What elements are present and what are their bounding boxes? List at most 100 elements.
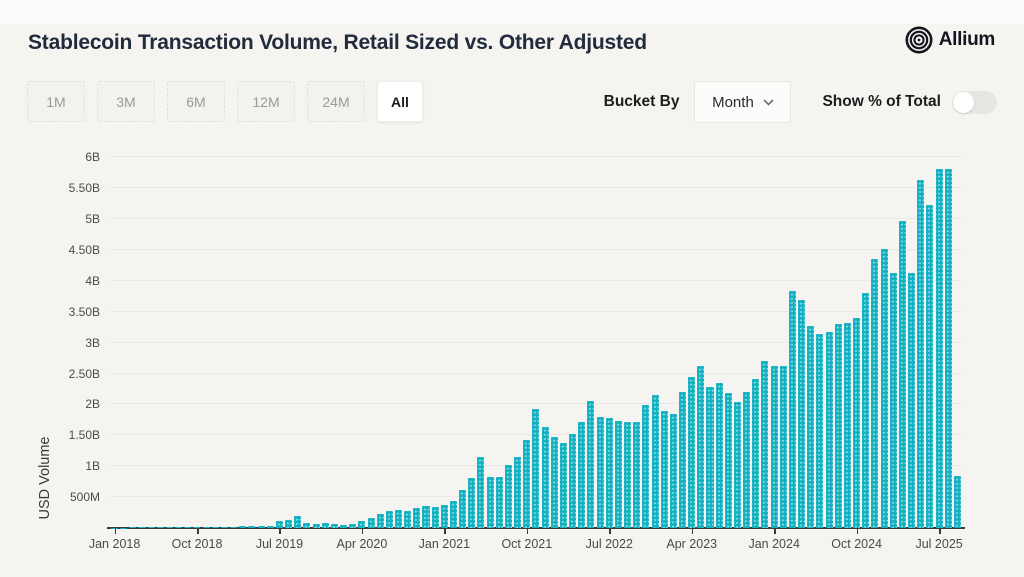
bar-apr-2019[interactable] — [248, 526, 256, 528]
range-button-12m[interactable]: 12M — [237, 81, 295, 122]
bar-may-2019[interactable] — [257, 526, 265, 528]
bar-sep-2019[interactable] — [294, 515, 302, 528]
bar-feb-2024[interactable] — [779, 366, 787, 528]
bar-oct-2023[interactable] — [743, 392, 751, 528]
bar-jul-2021[interactable] — [495, 476, 503, 528]
bar-feb-2021[interactable] — [449, 500, 457, 528]
bar-apr-2024[interactable] — [798, 300, 806, 528]
bar-may-2018[interactable] — [147, 527, 155, 528]
bar-jun-2018[interactable] — [156, 527, 164, 528]
bar-dec-2021[interactable] — [541, 427, 549, 528]
bar-may-2024[interactable] — [807, 326, 815, 528]
bar-feb-2025[interactable] — [889, 272, 897, 528]
bar-apr-2022[interactable] — [578, 421, 586, 528]
bar-jun-2025[interactable] — [926, 204, 934, 528]
bar-feb-2022[interactable] — [559, 443, 567, 528]
range-button-3m[interactable]: 3M — [97, 81, 155, 122]
bar-aug-2019[interactable] — [285, 519, 293, 528]
bar-nov-2020[interactable] — [422, 506, 430, 528]
bar-oct-2019[interactable] — [303, 523, 311, 528]
bar-jul-2019[interactable] — [275, 520, 283, 528]
bar-jan-2024[interactable] — [770, 366, 778, 528]
bar-apr-2018[interactable] — [138, 527, 146, 528]
range-button-all[interactable]: All — [377, 81, 423, 122]
bar-mar-2024[interactable] — [788, 290, 796, 528]
bar-mar-2023[interactable] — [679, 392, 687, 528]
bar-apr-2023[interactable] — [688, 377, 696, 528]
bar-aug-2020[interactable] — [395, 510, 403, 528]
bar-jan-2020[interactable] — [330, 524, 338, 528]
bar-sep-2020[interactable] — [404, 510, 412, 528]
bar-dec-2019[interactable] — [321, 523, 329, 528]
bar-aug-2018[interactable] — [175, 527, 183, 528]
bar-jul-2024[interactable] — [825, 332, 833, 528]
bar-aug-2021[interactable] — [504, 465, 512, 528]
bar-mar-2018[interactable] — [129, 527, 137, 528]
range-button-1m[interactable]: 1M — [27, 81, 85, 122]
bar-may-2025[interactable] — [917, 179, 925, 528]
bar-mar-2021[interactable] — [459, 489, 467, 528]
bar-oct-2021[interactable] — [523, 440, 531, 528]
bar-sep-2023[interactable] — [733, 402, 741, 528]
bar-jan-2025[interactable] — [880, 249, 888, 528]
bar-nov-2023[interactable] — [752, 379, 760, 528]
bar-jun-2022[interactable] — [596, 417, 604, 528]
bar-may-2020[interactable] — [367, 517, 375, 528]
bar-nov-2021[interactable] — [532, 409, 540, 528]
bar-feb-2023[interactable] — [669, 414, 677, 528]
bar-jan-2021[interactable] — [440, 504, 448, 528]
bar-jul-2022[interactable] — [605, 418, 613, 528]
bar-mar-2025[interactable] — [898, 221, 906, 528]
bar-jan-2023[interactable] — [660, 411, 668, 528]
bar-jul-2020[interactable] — [385, 511, 393, 528]
bar-sep-2021[interactable] — [514, 456, 522, 528]
bar-aug-2023[interactable] — [724, 393, 732, 528]
bar-may-2021[interactable] — [477, 456, 485, 528]
bar-jun-2019[interactable] — [266, 525, 274, 528]
bar-jul-2023[interactable] — [715, 382, 723, 528]
bar-mar-2022[interactable] — [569, 434, 577, 528]
gridline-3.50B — [110, 310, 962, 312]
bar-jun-2023[interactable] — [706, 387, 714, 528]
bar-mar-2020[interactable] — [349, 524, 357, 528]
bar-aug-2025[interactable] — [944, 168, 952, 528]
bar-nov-2022[interactable] — [642, 405, 650, 528]
show-percent-toggle[interactable] — [952, 90, 997, 114]
range-button-6m[interactable]: 6M — [167, 81, 225, 122]
bar-oct-2018[interactable] — [193, 527, 201, 528]
bar-jul-2018[interactable] — [165, 527, 173, 528]
bar-dec-2018[interactable] — [211, 526, 219, 528]
bar-dec-2022[interactable] — [651, 395, 659, 528]
bar-sep-2025[interactable] — [953, 475, 961, 528]
bar-mar-2019[interactable] — [239, 526, 247, 528]
bar-nov-2019[interactable] — [312, 524, 320, 528]
bar-feb-2020[interactable] — [340, 524, 348, 528]
bar-jun-2020[interactable] — [376, 513, 384, 528]
bar-apr-2020[interactable] — [358, 521, 366, 528]
bucket-by-select[interactable]: Month — [694, 81, 792, 123]
bar-jan-2019[interactable] — [220, 526, 228, 528]
bar-sep-2024[interactable] — [843, 322, 851, 528]
bar-may-2022[interactable] — [587, 400, 595, 528]
bar-oct-2022[interactable] — [633, 421, 641, 528]
bar-jul-2025[interactable] — [935, 169, 943, 528]
bar-dec-2023[interactable] — [761, 361, 769, 528]
bar-feb-2019[interactable] — [230, 526, 238, 528]
range-button-24m[interactable]: 24M — [307, 81, 365, 122]
bar-apr-2021[interactable] — [468, 477, 476, 528]
bar-jan-2022[interactable] — [550, 437, 558, 528]
bar-oct-2020[interactable] — [413, 507, 421, 528]
bar-aug-2024[interactable] — [834, 324, 842, 528]
bar-jun-2024[interactable] — [816, 334, 824, 528]
bar-oct-2024[interactable] — [853, 318, 861, 528]
bar-apr-2025[interactable] — [908, 272, 916, 528]
bar-aug-2022[interactable] — [614, 421, 622, 528]
bar-nov-2024[interactable] — [862, 292, 870, 528]
bar-dec-2020[interactable] — [431, 507, 439, 528]
bar-may-2023[interactable] — [697, 366, 705, 528]
bar-sep-2018[interactable] — [184, 527, 192, 528]
bar-jun-2021[interactable] — [486, 476, 494, 528]
bar-nov-2018[interactable] — [202, 527, 210, 528]
bar-dec-2024[interactable] — [871, 259, 879, 528]
bar-sep-2022[interactable] — [624, 421, 632, 528]
